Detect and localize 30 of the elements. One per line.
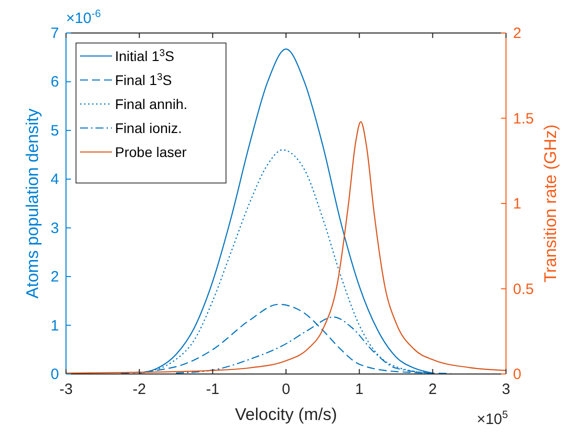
y-tick-label: 3 bbox=[50, 220, 59, 237]
legend-label: Probe laser bbox=[115, 144, 187, 160]
y-tick-label: 6 bbox=[50, 74, 59, 91]
x-tick-label: -1 bbox=[206, 381, 220, 398]
y-tick-label: 4 bbox=[50, 171, 59, 188]
legend-label: Initial 1$^{3}$S bbox=[115, 48, 174, 64]
y2-tick-label: 1 bbox=[513, 196, 522, 212]
y2-tick-label: 0 bbox=[513, 366, 522, 383]
y-tick-label: 0 bbox=[50, 366, 59, 383]
text: ×10$^{-6}$ bbox=[66, 8, 101, 27]
x-tick-label: 0 bbox=[282, 381, 290, 398]
y-tick-label: 5 bbox=[50, 122, 59, 140]
y-tick-label: 2 bbox=[50, 268, 59, 286]
x-tick-label: 2 bbox=[428, 381, 437, 398]
x-tick-label: -3 bbox=[59, 381, 73, 398]
y-tick-label: 1 bbox=[50, 317, 59, 334]
x-tick-label: 3 bbox=[502, 381, 510, 398]
y2-tick-label: 2 bbox=[513, 25, 522, 42]
text: ×10$^{5}$ bbox=[476, 409, 508, 428]
x-tick-label: 1 bbox=[355, 381, 364, 398]
legend-label: Final annih. bbox=[115, 96, 188, 112]
y2-tick-label: 0.5 bbox=[513, 280, 534, 298]
x-axis-title: Velocity (m/s) bbox=[234, 405, 338, 424]
y-axis-title: Atoms population density bbox=[23, 108, 42, 298]
y-tick-label: 7 bbox=[50, 25, 59, 42]
y2-axis-title: Transition rate (GHz) bbox=[541, 124, 560, 283]
x-tick-label: -2 bbox=[132, 381, 146, 398]
legend-label: Final ioniz. bbox=[115, 120, 182, 136]
y2-tick-label: 1.5 bbox=[513, 110, 534, 128]
legend-label: Final 1$^{3}$S bbox=[115, 72, 172, 88]
